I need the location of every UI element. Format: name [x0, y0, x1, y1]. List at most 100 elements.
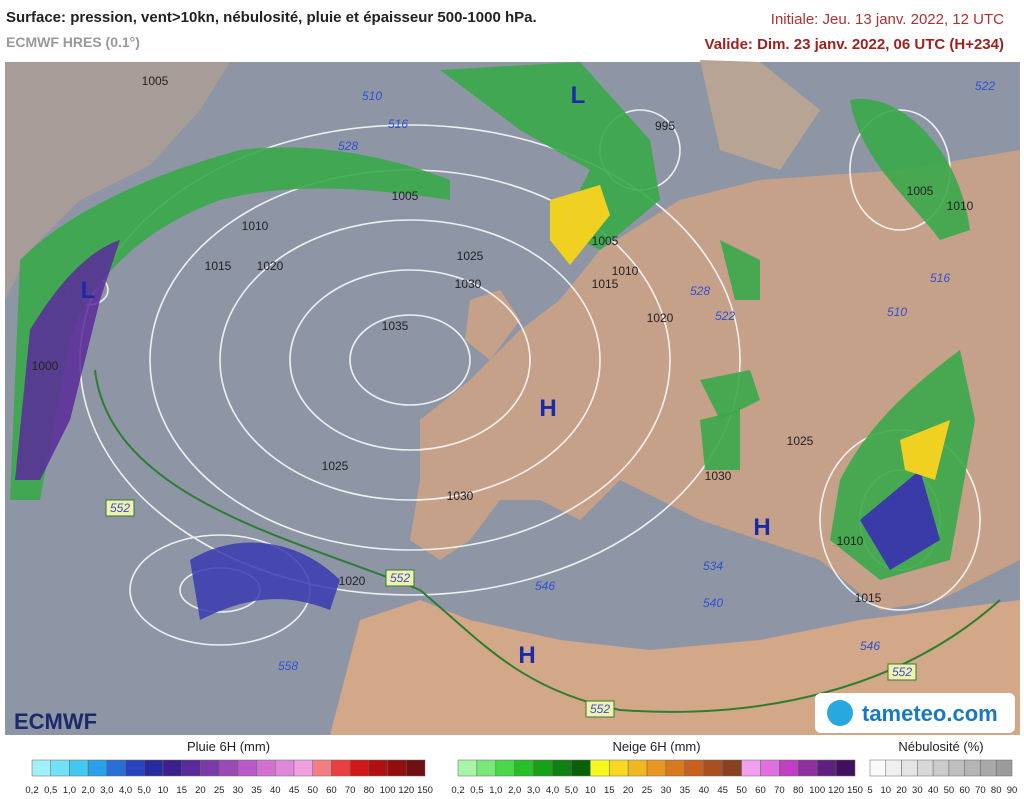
- legend-swatch: [368, 759, 388, 777]
- legend-tick: 20: [896, 785, 907, 796]
- legend-swatch: [964, 759, 981, 777]
- legend-swatch: [722, 759, 742, 777]
- isobar-label: 1015: [592, 277, 619, 291]
- init-time: Initiale: Jeu. 13 janv. 2022, 12 UTC: [771, 11, 1004, 28]
- legend-swatch: [181, 759, 201, 777]
- legend-swatch: [552, 759, 572, 777]
- legend-swatch: [627, 759, 648, 777]
- legend-swatch: [293, 759, 313, 777]
- legend-swatch: [571, 759, 591, 777]
- thickness-label: 534: [703, 559, 723, 573]
- legend-tick: 3,0: [527, 785, 540, 796]
- legend-swatch: [665, 759, 686, 777]
- logo-bg: [5, 705, 145, 735]
- legend-swatch: [798, 759, 818, 777]
- legend-tick: 45: [289, 785, 300, 796]
- legend-swatch: [703, 759, 723, 777]
- legend-tick: 5,0: [565, 785, 578, 796]
- isobar-label: 1020: [647, 311, 674, 325]
- legend-tick: 30: [661, 785, 672, 796]
- isobar-label: 1025: [457, 249, 484, 263]
- legend-swatch: [349, 759, 370, 777]
- legend-tick: 70: [975, 785, 986, 796]
- greenland: [5, 62, 230, 300]
- legend-tick: 30: [233, 785, 244, 796]
- legend-swatch: [125, 759, 145, 777]
- legend-tick: 1,0: [63, 785, 76, 796]
- pressure-center: H: [539, 395, 556, 422]
- legend-tick: 120: [398, 785, 414, 796]
- legend-tick: 100: [809, 785, 825, 796]
- thickness-box: [105, 499, 135, 517]
- valid-time: Valide: Dim. 23 janv. 2022, 06 UTC (H+23…: [705, 36, 1004, 53]
- legend-swatch: [816, 759, 837, 777]
- isobar-label: 1015: [205, 259, 232, 273]
- thickness-label: 528: [338, 139, 358, 153]
- legend-tick: 60: [755, 785, 766, 796]
- pressure-center: L: [571, 82, 586, 109]
- legend-tick: 80: [364, 785, 375, 796]
- legend-tick: 3,0: [100, 785, 113, 796]
- legend-tick: 70: [774, 785, 785, 796]
- legend-tick: 10: [585, 785, 596, 796]
- legend-tick: 2,0: [508, 785, 521, 796]
- logo-ecmwf: ECMWF: [14, 709, 97, 734]
- thickness-label: 522: [975, 79, 995, 93]
- thickness-label: 558: [278, 659, 298, 673]
- thickness-label: 546: [535, 579, 555, 593]
- legend-swatch: [948, 759, 965, 777]
- isobar-label: 1035: [382, 319, 409, 333]
- legend-swatch: [87, 759, 108, 777]
- legend-tick: 30: [912, 785, 923, 796]
- logo-icon: [827, 700, 853, 726]
- legend-tick: 120: [828, 785, 844, 796]
- legend-tick: 90: [1007, 785, 1018, 796]
- thickness-label: 540: [703, 596, 723, 610]
- legend-tick: 2,0: [82, 785, 95, 796]
- isobar-label: 1025: [322, 459, 349, 473]
- isobar-label: 1010: [947, 199, 974, 213]
- legend-tick: 100: [380, 785, 396, 796]
- legend-swatch: [608, 759, 629, 777]
- thickness-label: 552: [110, 501, 130, 515]
- legend-tick: 70: [345, 785, 356, 796]
- legend-swatch: [69, 759, 89, 777]
- legend-swatch: [144, 759, 164, 777]
- legend-swatch: [387, 759, 407, 777]
- isobar-label: 1005: [592, 234, 619, 248]
- legend-swatch: [31, 759, 51, 777]
- pressure-center: H: [753, 514, 770, 541]
- isobar-label: 1005: [907, 184, 934, 198]
- legend-tick: 0,2: [25, 785, 38, 796]
- map: ECMWF tameteo.com: [5, 60, 1020, 735]
- isobar-label: 1025: [787, 434, 814, 448]
- isobar-label: 1030: [705, 469, 732, 483]
- isobars: [67, 109, 981, 646]
- legend-tick: 25: [214, 785, 225, 796]
- legend-swatch: [995, 759, 1013, 777]
- legend-swatch: [495, 759, 515, 777]
- isobar-label: 1005: [392, 189, 419, 203]
- line-552: [94, 369, 1001, 713]
- thickness-label: 510: [887, 305, 907, 319]
- legend-swatch: [200, 759, 220, 777]
- thickness-label: 552: [390, 571, 410, 585]
- legend-tick: 20: [195, 785, 206, 796]
- legend-tick: 5,0: [138, 785, 151, 796]
- legend-swatch: [106, 759, 126, 777]
- legend-tick: 1,0: [489, 785, 502, 796]
- pressure-center: L: [81, 277, 96, 304]
- model: ECMWF HRES (0.1°): [6, 34, 140, 50]
- legend-swatch: [932, 759, 950, 777]
- legend-tick: 15: [604, 785, 615, 796]
- legend-tick: 0,5: [470, 785, 483, 796]
- thickness-label: 510: [362, 89, 382, 103]
- legend-tick: 0,2: [451, 785, 464, 796]
- legend-swatch: [590, 759, 610, 777]
- legend-swatch: [917, 759, 934, 777]
- legend-swatch: [406, 759, 426, 777]
- precipitation: [10, 62, 975, 620]
- legend-title: Neige 6H (mm): [612, 739, 700, 754]
